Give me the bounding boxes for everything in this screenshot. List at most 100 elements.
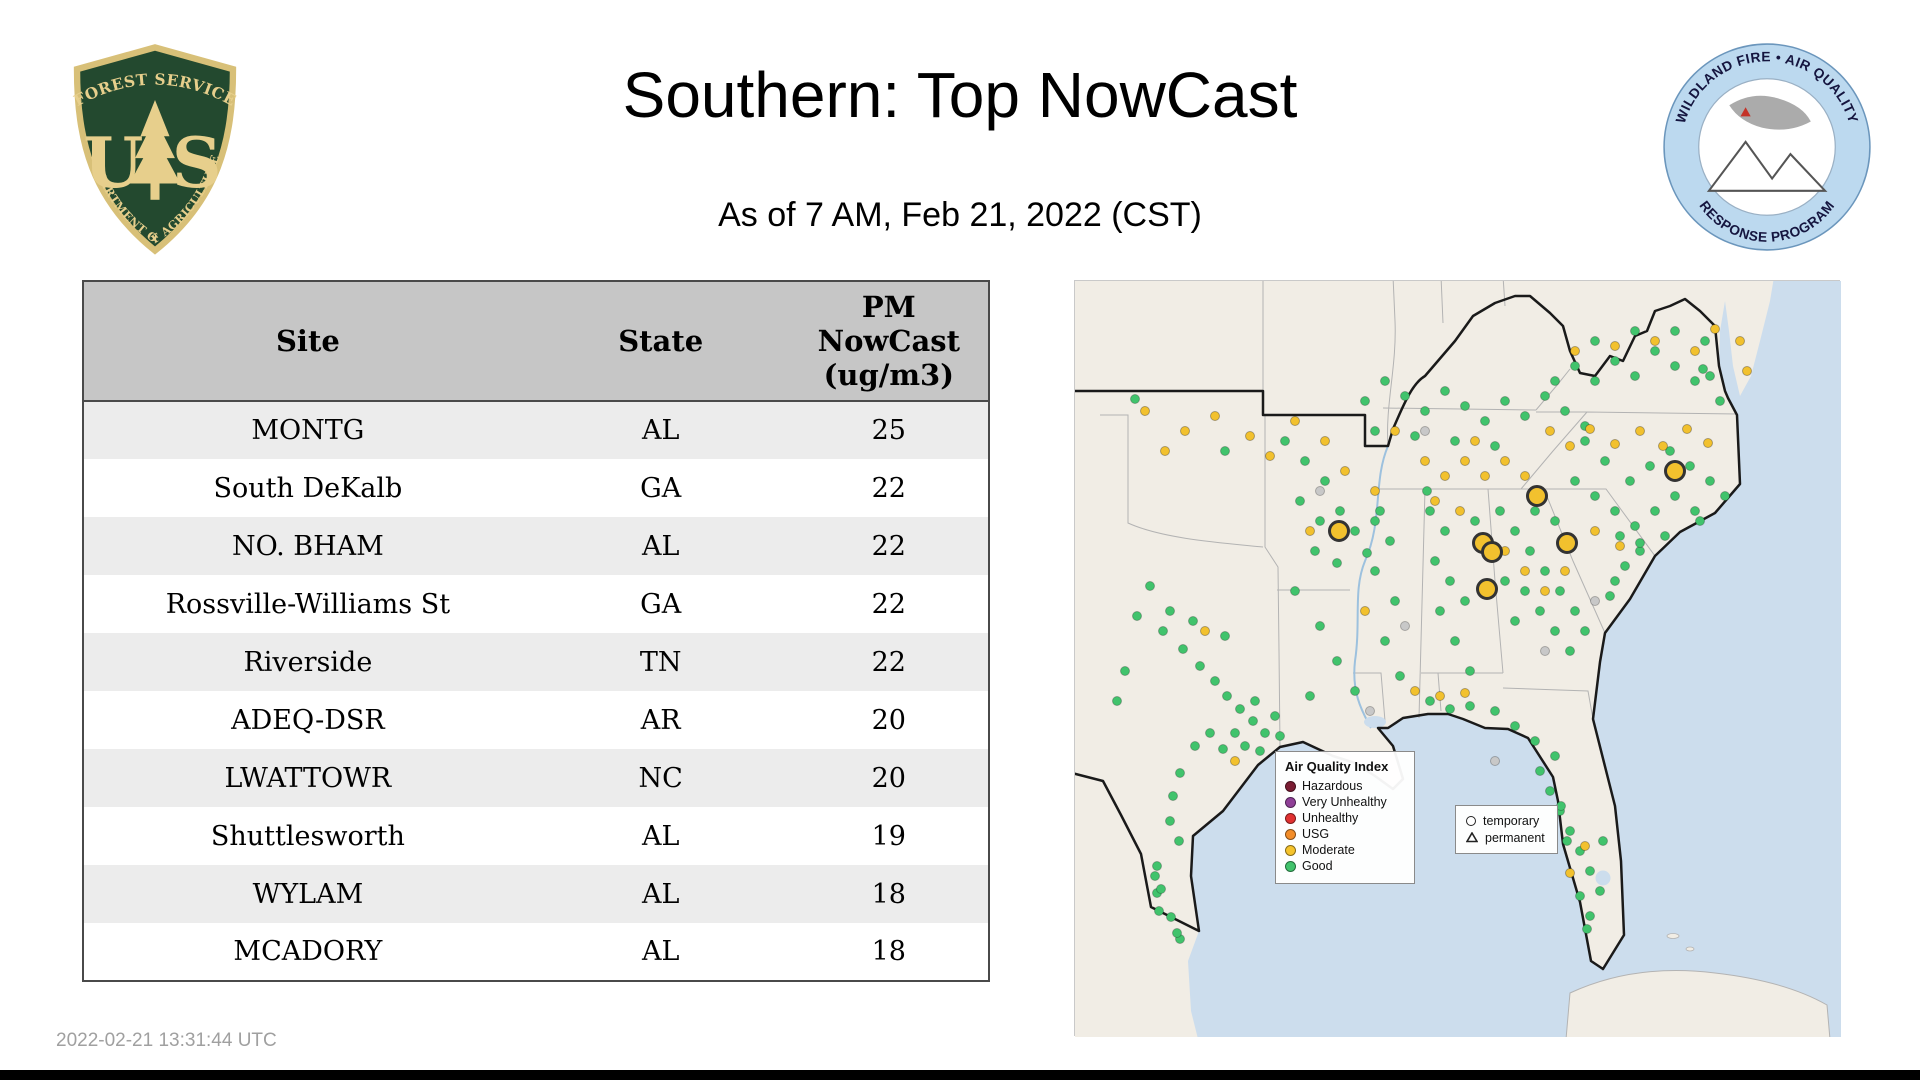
monitor-dot-good bbox=[1220, 446, 1230, 456]
table-row: MCADORY AL 18 bbox=[83, 923, 989, 981]
nowcast-table-body: MONTG AL 25 South DeKalb GA 22 NO. BHAM AL 22 Ros… bbox=[83, 401, 989, 981]
monitor-dot-moderate bbox=[1580, 841, 1590, 851]
aqi-legend-label: Hazardous bbox=[1302, 779, 1363, 793]
state-cell: AL bbox=[641, 530, 680, 562]
monitor-dot-good bbox=[1535, 606, 1545, 616]
monitor-dot-good bbox=[1360, 396, 1370, 406]
monitor-dot-good bbox=[1440, 386, 1450, 396]
monitor-dot-good bbox=[1152, 861, 1162, 871]
monitor-dot-moderate bbox=[1520, 566, 1530, 576]
monitor-dot-good bbox=[1210, 676, 1220, 686]
basemap bbox=[1075, 281, 1841, 1037]
monitor-dot-moderate bbox=[1440, 471, 1450, 481]
monitor-dot-good bbox=[1580, 436, 1590, 446]
monitor-dot-moderate bbox=[1565, 868, 1575, 878]
state-cell: AL bbox=[641, 415, 680, 446]
monitor-dot-good bbox=[1315, 621, 1325, 631]
monitor-dot-good bbox=[1332, 558, 1342, 568]
monitor-dot-good bbox=[1300, 456, 1310, 466]
state-cell: GA bbox=[640, 472, 682, 504]
monitor-dot-moderate bbox=[1265, 451, 1275, 461]
monitor-dot-moderate bbox=[1370, 486, 1380, 496]
monitor-dot-good bbox=[1575, 891, 1585, 901]
value-cell: 19 bbox=[871, 820, 906, 852]
monitor-dot-good bbox=[1630, 371, 1640, 381]
monitor-dot-good bbox=[1535, 766, 1545, 776]
pine-tree-icon bbox=[129, 100, 181, 200]
monitor-dot-good bbox=[1685, 461, 1695, 471]
monitor-dot-good bbox=[1465, 666, 1475, 676]
map-panel: Air Quality Index Hazardous Very Unhealth… bbox=[1074, 280, 1841, 1037]
smoke-region-shape bbox=[1729, 95, 1811, 130]
table-row: South DeKalb GA 22 bbox=[83, 459, 989, 517]
monitor-dot-good bbox=[1630, 326, 1640, 336]
monitor-dot-good bbox=[1332, 656, 1342, 666]
table-row: MONTG AL 25 bbox=[83, 401, 989, 459]
aqi-legend-items: Hazardous Very Unhealthy Unhealthy USG Moder… bbox=[1285, 778, 1405, 874]
monitor-dot-moderate bbox=[1650, 336, 1660, 346]
monitor-dot-moderate bbox=[1480, 471, 1490, 481]
monitor-dot-good bbox=[1205, 728, 1215, 738]
monitor-dot-good bbox=[1556, 801, 1566, 811]
monitor-dot-moderate bbox=[1455, 506, 1465, 516]
monitor-dot-moderate bbox=[1590, 526, 1600, 536]
value-cell: 22 bbox=[871, 472, 906, 504]
site-cell: LWATTOWR bbox=[224, 762, 392, 794]
monitor-dot-good bbox=[1540, 566, 1550, 576]
monitor-dot-good bbox=[1188, 616, 1198, 626]
aqi-color-swatch bbox=[1285, 844, 1296, 856]
monitor-dot-good bbox=[1605, 591, 1615, 601]
monitor-dot-good bbox=[1320, 476, 1330, 486]
monitor-dot-good bbox=[1645, 461, 1655, 471]
value-cell: 22 bbox=[871, 588, 906, 620]
monitor-dot-good bbox=[1550, 516, 1560, 526]
generated-timestamp: 2022-02-21 13:31:44 UTC bbox=[56, 1030, 277, 1051]
monitor-dot-moderate bbox=[1340, 466, 1350, 476]
monitor-dot-moderate bbox=[1420, 456, 1430, 466]
monitor-dot-good bbox=[1550, 751, 1560, 761]
monitor-dot-good bbox=[1565, 646, 1575, 656]
monitor-dot-moderate bbox=[1500, 456, 1510, 466]
monitor-dot-moderate bbox=[1610, 341, 1620, 351]
monitor-dot-good bbox=[1172, 928, 1182, 938]
monitor-dot-moderate bbox=[1435, 691, 1445, 701]
aqi-legend-item: Good bbox=[1285, 858, 1405, 874]
monitor-dot-good bbox=[1248, 716, 1258, 726]
monitor-dot-temporary bbox=[1556, 532, 1578, 554]
monitor-dot-moderate bbox=[1703, 438, 1713, 448]
monitor-dot-moderate bbox=[1430, 496, 1440, 506]
monitor-dot-good bbox=[1235, 704, 1245, 714]
monitor-dot-good bbox=[1670, 361, 1680, 371]
monitor-dot-moderate bbox=[1290, 416, 1300, 426]
monitor-dot-good bbox=[1400, 391, 1410, 401]
column-header-pm-nowcast: PM NowCast (ug/m3) bbox=[789, 281, 989, 402]
monitor-dot-good bbox=[1156, 884, 1166, 894]
monitor-dot-moderate bbox=[1410, 686, 1420, 696]
monitor-dot-good bbox=[1385, 536, 1395, 546]
monitor-dot-good bbox=[1570, 361, 1580, 371]
monitor-dots-layer bbox=[1112, 324, 1752, 944]
monitor-dot-good bbox=[1665, 446, 1675, 456]
monitor-dot-good bbox=[1555, 586, 1565, 596]
monitor-dot-good bbox=[1500, 396, 1510, 406]
column-header-state: State bbox=[531, 281, 790, 402]
monitor-dot-moderate bbox=[1560, 566, 1570, 576]
monitor-dot-good bbox=[1370, 426, 1380, 436]
lake-pontchartrain bbox=[1364, 716, 1386, 728]
monitor-dot-nodata bbox=[1400, 621, 1410, 631]
state-cell: AL bbox=[641, 878, 680, 910]
monitor-dot-good bbox=[1250, 696, 1260, 706]
monitor-dot-good bbox=[1560, 406, 1570, 416]
monitor-dot-good bbox=[1610, 356, 1620, 366]
land-shape bbox=[1075, 281, 1774, 1037]
aqi-legend-label: Moderate bbox=[1302, 843, 1355, 857]
monitor-dot-good bbox=[1275, 731, 1285, 741]
monitor-dot-good bbox=[1530, 736, 1540, 746]
monitor-dot-good bbox=[1440, 526, 1450, 536]
table-header-row: Site State PM NowCast (ug/m3) bbox=[83, 281, 989, 402]
monitor-dot-good bbox=[1166, 912, 1176, 922]
monitor-dot-good bbox=[1218, 744, 1228, 754]
mississippi-river bbox=[1353, 445, 1389, 729]
mountains-icon bbox=[1706, 140, 1828, 192]
aqi-color-swatch bbox=[1285, 780, 1296, 792]
